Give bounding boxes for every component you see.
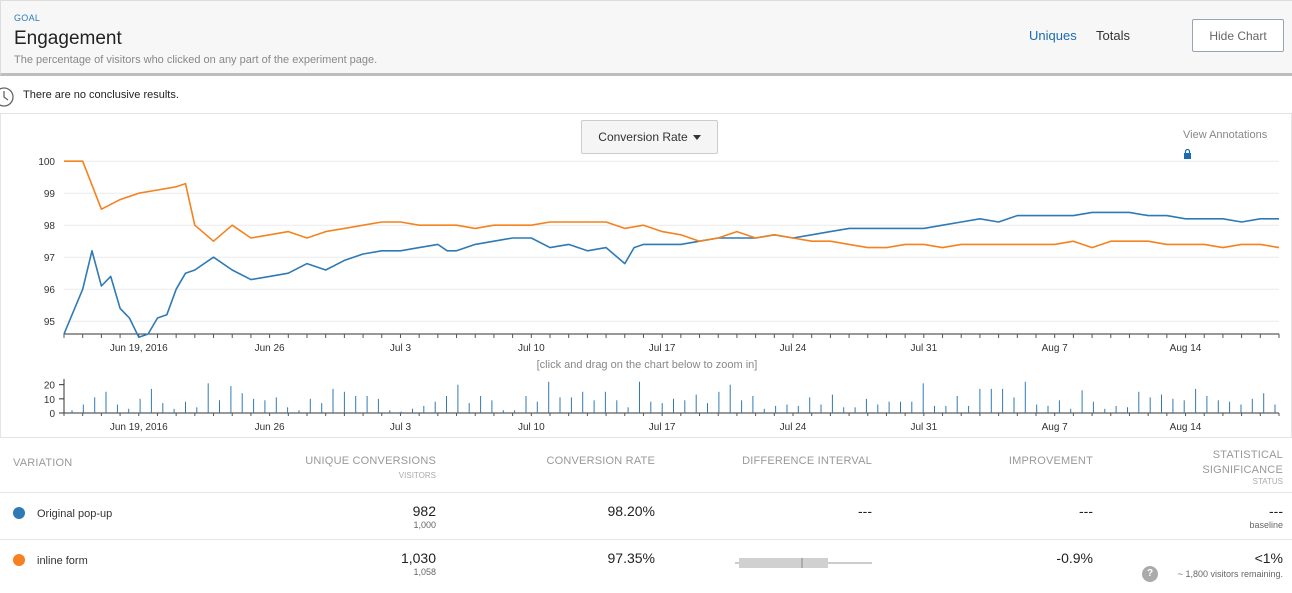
y-tick-label: 99	[44, 189, 56, 200]
x-tick-label: Aug 14	[1170, 343, 1202, 354]
nav-y-tick-label: 10	[44, 395, 56, 406]
variation-color-dot	[13, 554, 25, 566]
header-unique-conversions: UNIQUE CONVERSIONS	[305, 455, 436, 467]
significance-value: ---	[1269, 503, 1283, 519]
nav-x-tick-label: Jul 3	[390, 422, 412, 433]
page-title: Engagement	[14, 28, 122, 49]
x-tick-label: Jul 24	[780, 343, 807, 354]
goal-tag: GOAL	[14, 13, 41, 23]
y-tick-label: 98	[44, 221, 56, 232]
metric-dropdown-label: Conversion Rate	[598, 130, 688, 144]
x-tick-label: Jul 31	[911, 343, 938, 354]
conversion-rate-value: 97.35%	[607, 550, 655, 566]
x-tick-label: Jun 19, 2016	[110, 343, 168, 354]
variation-name: inline form	[37, 555, 88, 567]
x-tick-label: Jul 3	[390, 343, 412, 354]
hide-chart-button[interactable]: Hide Chart	[1192, 19, 1284, 52]
table-row[interactable]: inline form 1,030 1,058 97.35% -0.9% <1%…	[0, 539, 1292, 586]
series-line	[63, 211, 1279, 338]
nav-x-tick-label: Jul 17	[649, 422, 676, 433]
status-badge: baseline	[1249, 520, 1283, 530]
conversion-rate-value: 98.20%	[607, 503, 655, 519]
view-annotations-link[interactable]: View Annotations	[1183, 129, 1268, 141]
x-tick-label: Jul 10	[518, 343, 545, 354]
x-tick-label: Jun 26	[255, 343, 285, 354]
conversions-value: 982	[412, 503, 436, 519]
metric-dropdown[interactable]: Conversion Rate	[581, 120, 718, 154]
header-improvement: IMPROVEMENT	[1008, 455, 1093, 467]
uniques-toggle[interactable]: Uniques	[1029, 28, 1077, 43]
visitors-remaining-text: ~ 1,800 visitors remaining.	[1177, 569, 1283, 579]
notice-text: There are no conclusive results.	[23, 89, 179, 101]
series-line	[64, 160, 1280, 249]
header-stat-sig-1: STATISTICAL	[1212, 449, 1283, 461]
nav-x-tick-label: Aug 14	[1170, 422, 1202, 433]
goal-header: GOAL Engagement The percentage of visito…	[0, 0, 1292, 76]
totals-toggle[interactable]: Totals	[1096, 28, 1130, 43]
x-tick-label: Jul 17	[649, 343, 676, 354]
header-conversion-rate: CONVERSION RATE	[546, 455, 655, 467]
chevron-down-icon	[692, 135, 701, 141]
header-stat-sig-2: SIGNIFICANCE	[1202, 464, 1283, 476]
x-tick-label: Aug 7	[1042, 343, 1069, 354]
clock-icon	[0, 86, 15, 113]
header-difference-interval: DIFFERENCE INTERVAL	[742, 455, 872, 467]
header-status: STATUS	[1252, 477, 1283, 486]
header-visitors: VISITORS	[398, 471, 436, 480]
visitors-value: 1,000	[413, 520, 436, 530]
y-tick-label: 95	[44, 317, 56, 328]
nav-y-tick-label: 20	[44, 381, 56, 392]
goal-description: The percentage of visitors who clicked o…	[14, 54, 378, 66]
nav-x-tick-label: Jun 19, 2016	[110, 422, 168, 433]
nav-x-tick-label: Jul 24	[780, 422, 807, 433]
visitors-value: 1,058	[413, 567, 436, 577]
chart-area: Conversion Rate View Annotations 95 96 97 9…	[0, 114, 1292, 437]
results-notice: There are no conclusive results.	[0, 79, 1292, 114]
significance-value: <1%	[1254, 550, 1283, 566]
visitors-navigator-chart[interactable]: 0 10 20 Jun 19, 2016 Jun 26 Jul 3 Jul 10 Jul 17…	[1, 372, 1292, 437]
variation-color-dot	[13, 507, 25, 519]
conversions-value: 1,030	[400, 550, 436, 566]
improvement-value: ---	[1079, 503, 1093, 519]
nav-x-tick-label: Jun 26	[255, 422, 285, 433]
nav-x-tick-label: Aug 7	[1042, 422, 1069, 433]
help-icon[interactable]: ?	[1142, 566, 1158, 582]
conversion-rate-chart[interactable]: 95 96 97 98 99 100 Jun 19, 2016 Jun 26 Jul 3 Jul …	[1, 114, 1292, 354]
lock-icon[interactable]	[1183, 146, 1192, 164]
y-tick-label: 97	[44, 253, 56, 264]
improvement-value: -0.9%	[1056, 550, 1093, 566]
difference-interval-bar	[735, 558, 872, 568]
table-row[interactable]: Original pop-up 982 1,000 98.20% --- ---…	[0, 492, 1292, 539]
nav-y-tick-label: 0	[49, 409, 55, 420]
header-variation: VARIATION	[13, 457, 73, 469]
zoom-hint: [click and drag on the chart below to zo…	[536, 359, 758, 371]
y-tick-label: 100	[38, 157, 55, 168]
results-table: VARIATION UNIQUE CONVERSIONS VISITORS CO…	[0, 437, 1292, 593]
nav-x-tick-label: Jul 31	[911, 422, 938, 433]
y-tick-label: 96	[44, 285, 56, 296]
nav-x-tick-label: Jul 10	[518, 422, 545, 433]
difference-interval-value: ---	[858, 503, 872, 519]
variation-name: Original pop-up	[37, 508, 113, 520]
